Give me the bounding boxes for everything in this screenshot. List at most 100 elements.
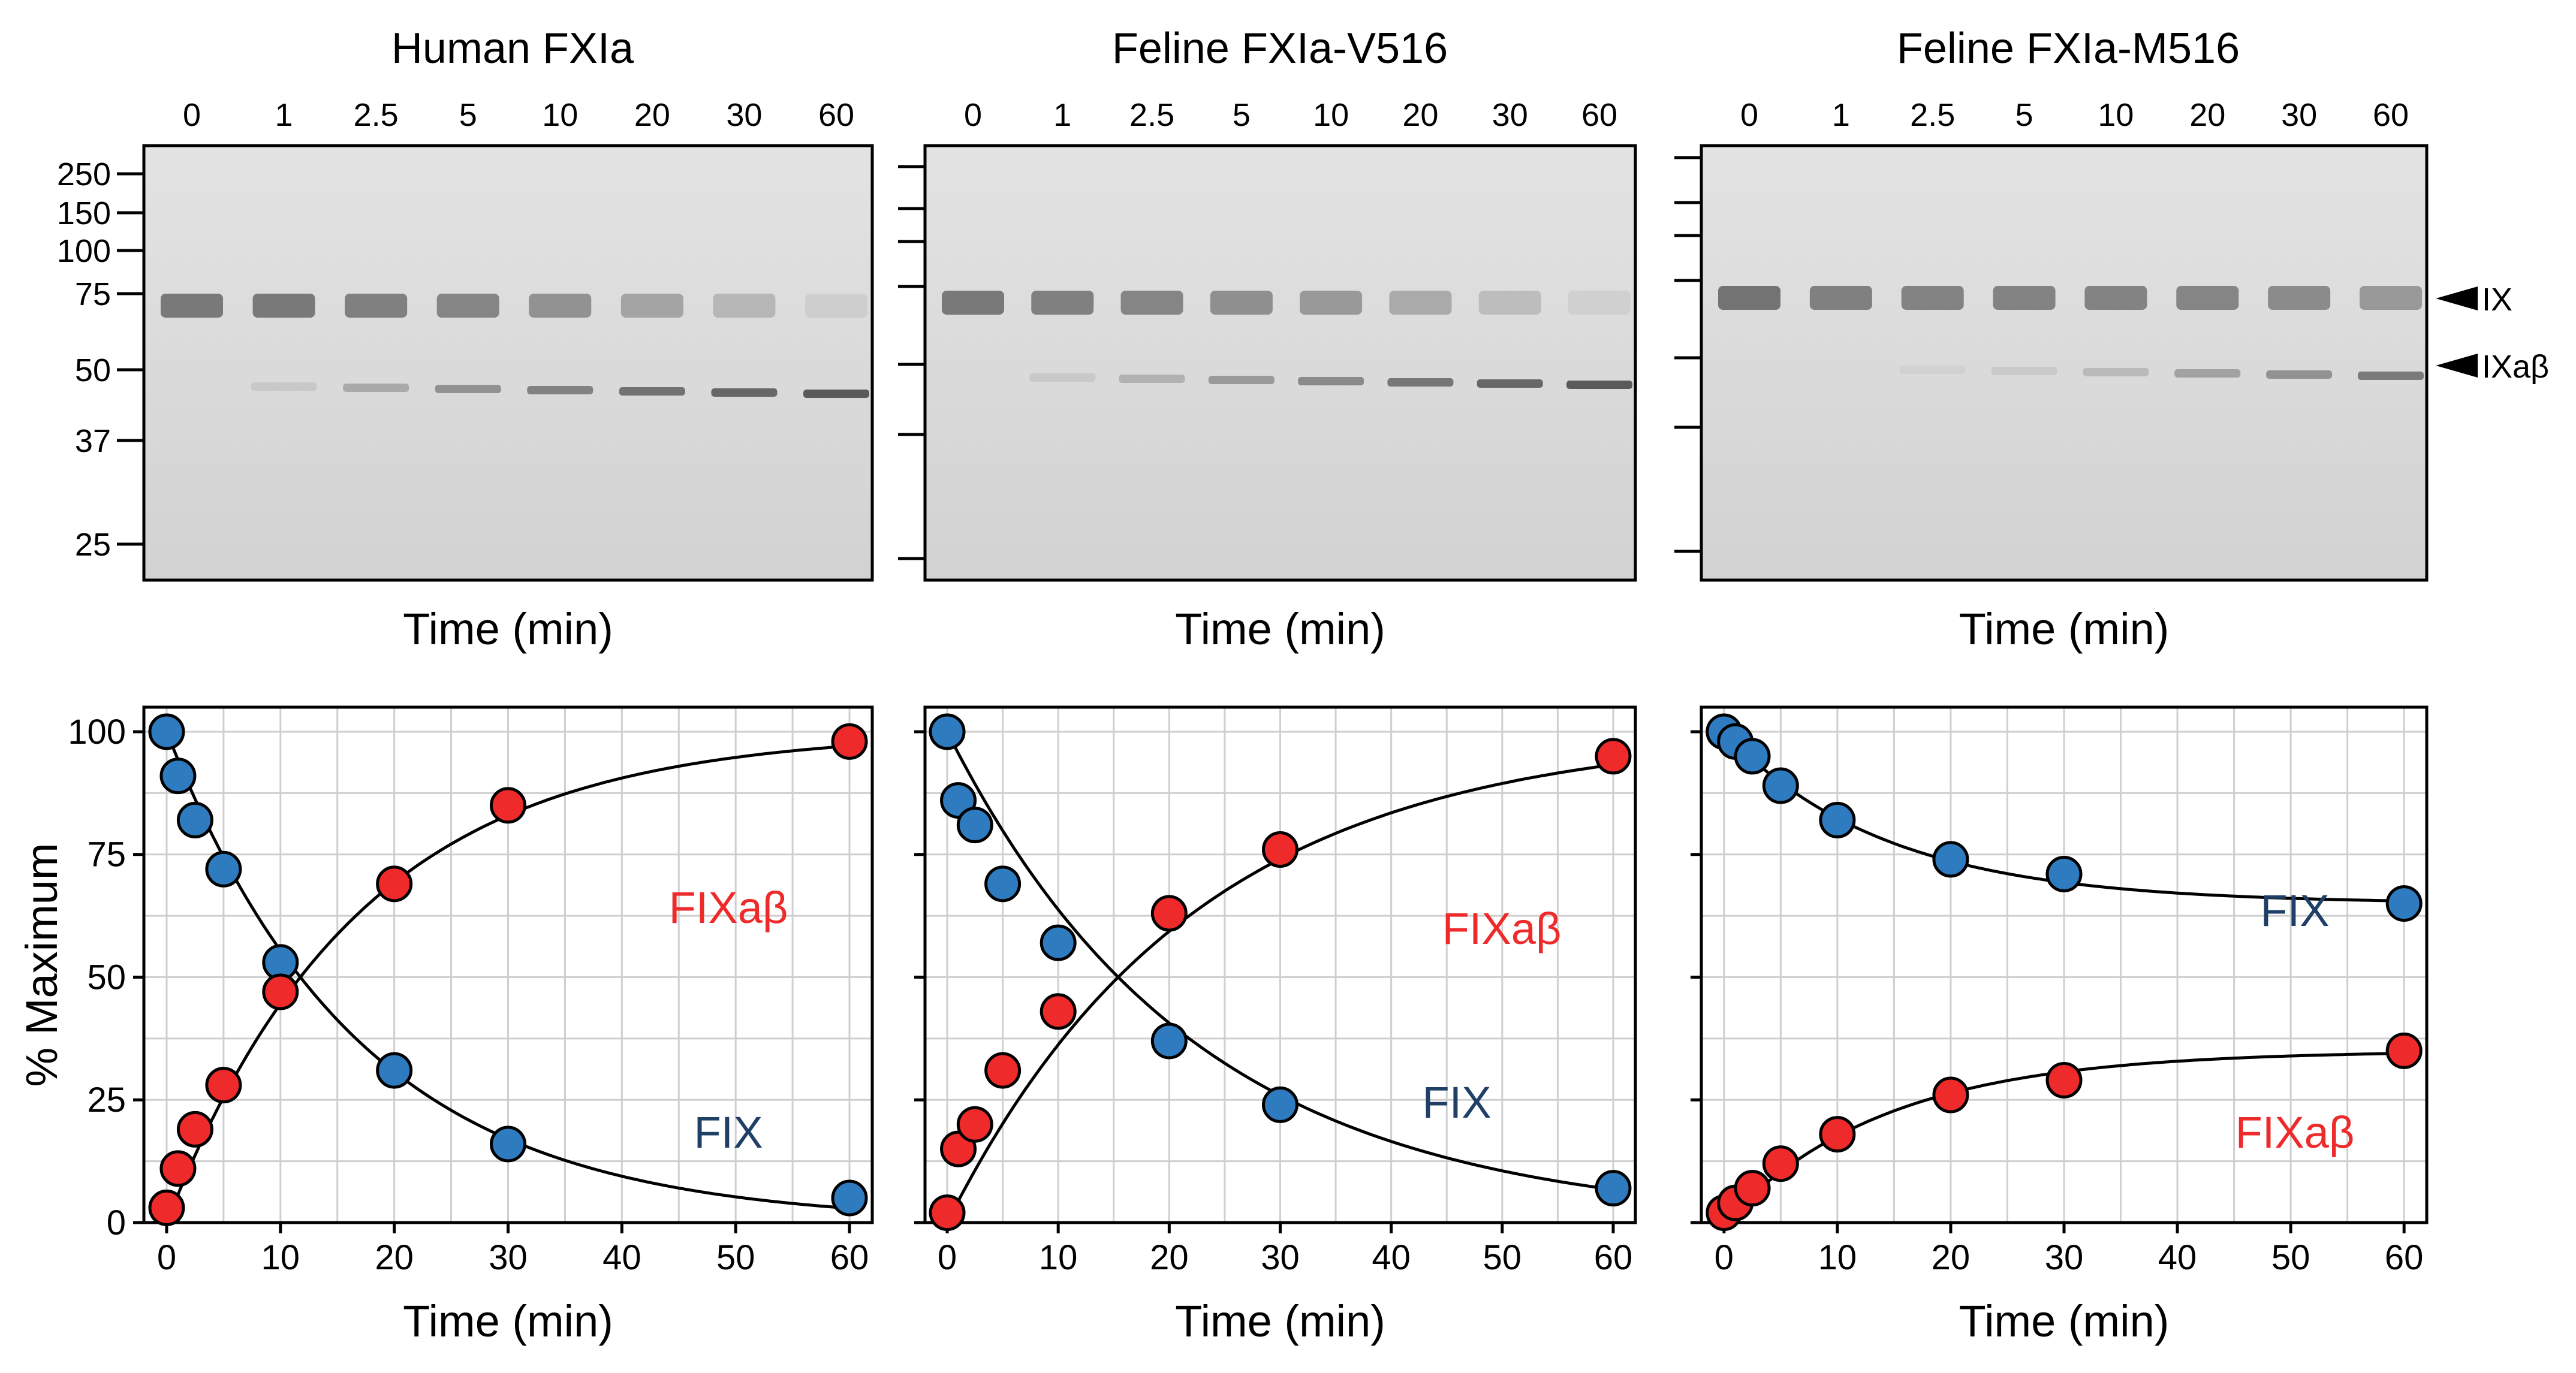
ixab-band: [251, 382, 317, 391]
ixab-band: [2266, 370, 2333, 379]
ix-band: [2360, 286, 2422, 310]
x-tick-label: 20: [1150, 1238, 1189, 1277]
lane-label: 60: [818, 97, 854, 133]
x-tick-label: 30: [1261, 1238, 1300, 1277]
lane-label: 5: [1233, 97, 1251, 133]
fixab-data-point: [2045, 1061, 2083, 1099]
y-tick-label: 75: [87, 835, 126, 874]
ix-band: [1389, 291, 1452, 315]
ixab-band: [1477, 379, 1543, 388]
fixab-data-point: [159, 1150, 197, 1187]
lane-label: 2.5: [354, 97, 399, 133]
fix-data-point: [929, 713, 966, 750]
ix-band: [161, 294, 223, 318]
x-tick-label: 20: [375, 1238, 414, 1277]
ixab-band: [1566, 381, 1632, 389]
ix-band: [713, 294, 776, 318]
lane-label: 1: [275, 97, 293, 133]
chart-x-axis-label: Time (min): [1175, 1296, 1385, 1346]
ix-band: [2176, 286, 2239, 310]
ix-arrow-icon: [2436, 286, 2478, 310]
x-tick-label: 40: [1372, 1238, 1411, 1277]
ix-band: [1120, 291, 1183, 315]
x-tick-label: 50: [1483, 1238, 1522, 1277]
lane-label: 20: [2189, 97, 2225, 133]
fixab-data-point: [956, 1106, 993, 1143]
fixab-data-point: [1595, 738, 1632, 775]
fixab-series-label: FIXaβ: [1442, 904, 1562, 953]
gel-panel-3: Feline FXIa-M516 0 1 2.5 5 10 20 30 60 Time (min)…: [1674, 25, 2549, 654]
fixab-data-point: [1819, 1116, 1856, 1153]
fixab-data-point: [1262, 831, 1298, 868]
fixab-data-point: [148, 1189, 185, 1226]
fixab-data-point: [376, 865, 413, 903]
lane-label: 20: [634, 97, 670, 133]
fixab-data-point: [1040, 993, 1077, 1030]
fix-series-label: FIX: [1422, 1078, 1491, 1127]
fix-data-point: [159, 758, 197, 795]
mw-marker-label: 250: [57, 156, 111, 192]
ix-band: [1809, 286, 1872, 310]
lane-label: 2.5: [1910, 97, 1955, 133]
gel-image: [1700, 144, 2429, 582]
mw-marker-label: 150: [57, 195, 111, 231]
ix-band: [252, 294, 315, 318]
lane-label: 20: [1402, 97, 1438, 133]
gel-x-axis-label: Time (min): [1959, 604, 2170, 654]
fixab-data-point: [984, 1052, 1022, 1089]
ixab-band: [1899, 366, 1966, 374]
fix-data-point: [176, 801, 213, 838]
lane-label: 10: [542, 97, 578, 133]
fixab-data-point: [1150, 895, 1188, 932]
fixab-series-label: FIXaβ: [669, 883, 788, 933]
fixab-data-point: [1932, 1076, 1969, 1114]
fixab-data-point: [929, 1194, 966, 1232]
ix-band: [1478, 291, 1541, 315]
lane-label: 1: [1053, 97, 1071, 133]
x-tick-label: 10: [261, 1238, 300, 1277]
ix-band: [1993, 286, 2056, 310]
ix-band: [1718, 286, 1780, 310]
ixab-band: [1298, 377, 1364, 385]
x-tick-label: 10: [1818, 1238, 1857, 1277]
chart-1: 0 10 20 30 40 50 60 0 25 50 75 100 Time (min) % Maxim…: [17, 705, 874, 1346]
lane-label: 30: [1492, 97, 1528, 133]
fix-data-point: [1819, 801, 1856, 838]
fix-data-point: [831, 1179, 868, 1217]
fixab-data-point: [205, 1067, 242, 1104]
ix-band: [620, 294, 683, 318]
gel-image: [142, 144, 874, 582]
fix-data-point: [376, 1052, 413, 1089]
ixab-band-label: IXaβ: [2482, 349, 2549, 385]
ix-band: [2268, 286, 2331, 310]
lane-label: 10: [2098, 97, 2134, 133]
ixab-band: [343, 384, 409, 392]
fixab-data-point: [1762, 1145, 1799, 1182]
mw-marker-label: 75: [75, 276, 111, 312]
ixab-band: [527, 386, 593, 394]
mw-marker-label: 50: [75, 352, 111, 388]
x-tick-label: 0: [1715, 1238, 1734, 1277]
chart-2: 0 10 20 30 40 50 60 Time (min) FIX FIXaβ: [914, 705, 1637, 1346]
x-tick-label: 30: [489, 1238, 528, 1277]
ix-band: [345, 294, 408, 318]
lane-label: 10: [1313, 97, 1349, 133]
x-tick-label: 40: [2158, 1238, 2197, 1277]
fix-data-point: [1932, 841, 1969, 878]
fix-data-point: [1262, 1086, 1298, 1123]
mw-marker-label: 100: [57, 233, 111, 269]
fixab-data-point: [262, 973, 299, 1010]
fix-data-point: [148, 713, 185, 750]
x-tick-label: 10: [1039, 1238, 1078, 1277]
fix-data-point: [2385, 885, 2423, 922]
lane-label: 5: [459, 97, 477, 133]
y-tick-label: 0: [107, 1203, 126, 1242]
gel-x-axis-label: Time (min): [1175, 604, 1385, 654]
x-tick-label: 20: [1932, 1238, 1971, 1277]
ixab-band: [1029, 373, 1096, 382]
y-tick-label: 25: [87, 1081, 126, 1119]
ix-band-label: IX: [2482, 282, 2512, 318]
y-tick-label: 100: [68, 713, 126, 752]
x-tick-label: 60: [1594, 1238, 1633, 1277]
lane-label: 0: [1740, 97, 1758, 133]
